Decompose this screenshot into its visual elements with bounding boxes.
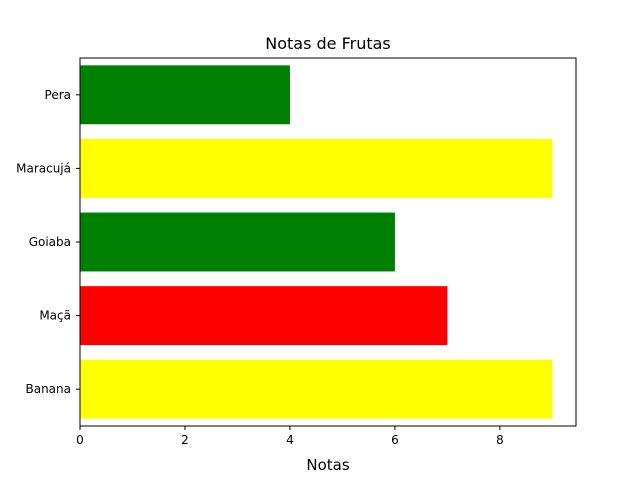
bar-2 — [80, 212, 395, 272]
y-tick-label: Banana — [25, 382, 71, 396]
x-tick-label: 2 — [181, 433, 189, 447]
plot-area-frame — [79, 57, 577, 427]
x-axis-ticks: 0 2 4 6 8 — [76, 426, 504, 447]
bar-4 — [80, 65, 290, 125]
y-axis-ticks: Banana Maçã Goiaba Maracujá Pera — [16, 88, 80, 396]
bar-1 — [80, 286, 448, 346]
bar-0 — [80, 359, 553, 419]
x-tick-label: 8 — [496, 433, 504, 447]
x-tick-label: 4 — [286, 433, 294, 447]
x-tick-label: 0 — [76, 433, 84, 447]
chart-title: Notas de Frutas — [265, 34, 391, 53]
bars-group — [80, 65, 553, 419]
x-tick-label: 6 — [391, 433, 399, 447]
x-axis-label: Notas — [306, 456, 349, 474]
y-tick-label: Goiaba — [29, 235, 71, 249]
bar-3 — [80, 138, 553, 198]
y-tick-label: Maracujá — [16, 161, 71, 175]
y-tick-label: Pera — [45, 88, 71, 102]
y-tick-label: Maçã — [39, 309, 71, 323]
